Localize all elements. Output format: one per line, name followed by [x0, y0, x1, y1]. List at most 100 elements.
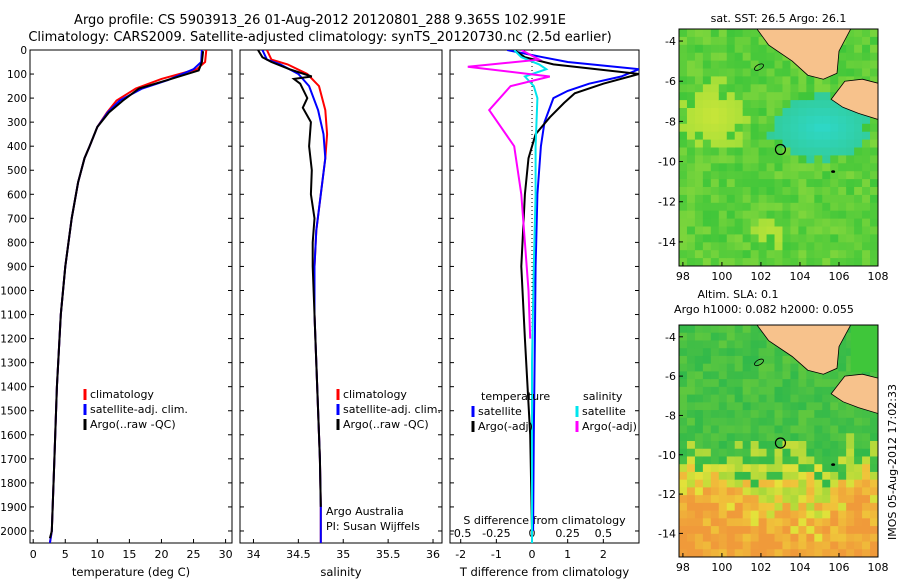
series-line-3 — [467, 50, 551, 339]
x-tick-label: 35 — [336, 548, 350, 561]
temperature-xlabel: temperature (deg C) — [72, 565, 190, 579]
series-line-2 — [257, 50, 322, 507]
sla-map-frame — [678, 324, 879, 558]
chart-title-line2: Climatology: CARS2009. Satellite-adjuste… — [28, 30, 612, 45]
y-tick-label: 500 — [7, 165, 27, 177]
legend-label: satellite — [582, 405, 626, 418]
x-tick-label: 34 — [246, 548, 260, 561]
differences-xlabel: T difference from climatology — [459, 565, 630, 579]
x-tick-label: 34.5 — [286, 548, 311, 561]
side-timestamp-label: IMOS 05-Aug-2012 17:02:33 — [886, 384, 899, 540]
map-title-line: Altim. SLA: 0.1 — [697, 288, 778, 301]
y-tick-label: 0 — [20, 45, 27, 57]
y-tick-label: 200 — [7, 93, 27, 105]
series-line-1 — [513, 50, 639, 532]
land-sumatra — [679, 325, 852, 375]
map-y-tick-label: -14 — [658, 236, 676, 249]
legend-label: satellite-adj. clim. — [343, 403, 441, 416]
map-x-tick-label: 98 — [676, 270, 690, 283]
sst-map-frame — [678, 28, 879, 267]
map-x-tick-label: 106 — [828, 561, 849, 574]
y-tick-label: 1700 — [0, 454, 27, 466]
top-scale-label: S difference from climatology — [463, 514, 626, 527]
x-tick-label: 25 — [187, 548, 201, 561]
differences-legend: temperature salinity satellite Argo(-adj) sa… — [471, 390, 637, 433]
map-x-tick-label: 102 — [750, 270, 771, 283]
land-sumatra — [679, 29, 852, 80]
land-java — [830, 78, 878, 120]
y-tick-label: 400 — [7, 141, 27, 153]
y-tick-label: 1900 — [0, 502, 27, 514]
map-x-tick-label: 104 — [789, 270, 810, 283]
y-tick-label: 1500 — [0, 406, 27, 418]
legend-label: satellite — [478, 405, 522, 418]
annotation-text: Argo Australia — [326, 505, 404, 518]
legend-label: satellite-adj. clim. — [90, 403, 188, 416]
map-y-tick-label: -14 — [658, 527, 676, 540]
x-tick-label: -1 — [491, 548, 502, 561]
temperature-legend: climatology satellite-adj. clim. Argo(..ra… — [83, 388, 188, 431]
map-y-tick-label: -6 — [665, 75, 676, 88]
land-java — [830, 373, 878, 414]
island-enggano — [754, 358, 764, 367]
x-tick-label: 5 — [62, 548, 69, 561]
map-x-tick-label: 100 — [711, 561, 732, 574]
map-x-tick-label: 98 — [676, 561, 690, 574]
legend-label: Argo(..raw -QC) — [90, 418, 176, 431]
map-title: sat. SST: 26.5 Argo: 26.1 — [711, 12, 847, 25]
x-tick-label: 15 — [122, 548, 136, 561]
temperature-panel: 0 5 10 15 20 25 300100200300400500600700800900… — [0, 45, 232, 579]
salinity-frame — [239, 49, 443, 544]
map-y-tick-label: -4 — [665, 331, 676, 344]
legend-label: Argo(-adj) — [478, 420, 533, 433]
sla-map-field — [679, 325, 878, 557]
y-tick-label: 1100 — [0, 310, 27, 322]
top-scale-tick-label: 0.25 — [555, 527, 580, 540]
legend-header: salinity — [583, 390, 623, 403]
series-line-2 — [48, 51, 205, 539]
legend-label: climatology — [343, 388, 407, 401]
argo-position-marker — [774, 143, 787, 156]
sst-map-field — [679, 29, 878, 266]
map-x-tick-label: 108 — [868, 561, 889, 574]
island-christmas — [831, 170, 836, 173]
y-tick-label: 2000 — [0, 526, 27, 538]
map-x-tick-label: 100 — [711, 270, 732, 283]
y-tick-label: 1000 — [0, 285, 27, 297]
map-y-tick-label: -8 — [665, 409, 676, 422]
map-y-tick-label: -10 — [658, 156, 676, 169]
y-tick-label: 1300 — [0, 358, 27, 370]
x-tick-label: 30 — [219, 548, 233, 561]
x-tick-label: 20 — [154, 548, 168, 561]
map-y-tick-label: -6 — [665, 370, 676, 383]
x-tick-label: 10 — [90, 548, 104, 561]
sla-map: 98 100 102 104 106 108 -4 -6 -8 -10 -12 -14 Altim. S… — [658, 288, 888, 574]
differences-frame — [449, 49, 640, 544]
salinity-panel: 34 34.5 35 35.5 36 salinity climatology satelli… — [239, 49, 443, 579]
y-tick-label: 700 — [7, 213, 27, 225]
y-tick-label: 1200 — [0, 334, 27, 346]
salinity-xlabel: salinity — [320, 565, 361, 579]
annotation-text: PI: Susan Wijffels — [326, 520, 420, 533]
map-y-tick-label: -8 — [665, 115, 676, 128]
x-tick-label: 35.5 — [376, 548, 401, 561]
y-tick-label: 1400 — [0, 382, 27, 394]
series-line-0 — [506, 50, 639, 532]
y-tick-label: 100 — [7, 69, 27, 81]
y-tick-label: 1800 — [0, 478, 27, 490]
map-y-tick-label: -12 — [658, 196, 676, 209]
map-x-tick-label: 106 — [828, 270, 849, 283]
map-x-tick-label: 108 — [868, 270, 889, 283]
x-tick-label: 36 — [426, 548, 440, 561]
map-y-tick-label: -10 — [658, 449, 676, 462]
y-tick-label: 900 — [7, 261, 27, 273]
legend-label: Argo(..raw -QC) — [343, 418, 429, 431]
temperature-frame — [29, 49, 233, 544]
y-tick-label: 300 — [7, 117, 27, 129]
legend-label: Argo(-adj) — [582, 420, 637, 433]
y-tick-label: 600 — [7, 189, 27, 201]
x-tick-label: 2 — [600, 548, 607, 561]
x-tick-label: 0 — [529, 548, 536, 561]
map-x-tick-label: 102 — [750, 561, 771, 574]
